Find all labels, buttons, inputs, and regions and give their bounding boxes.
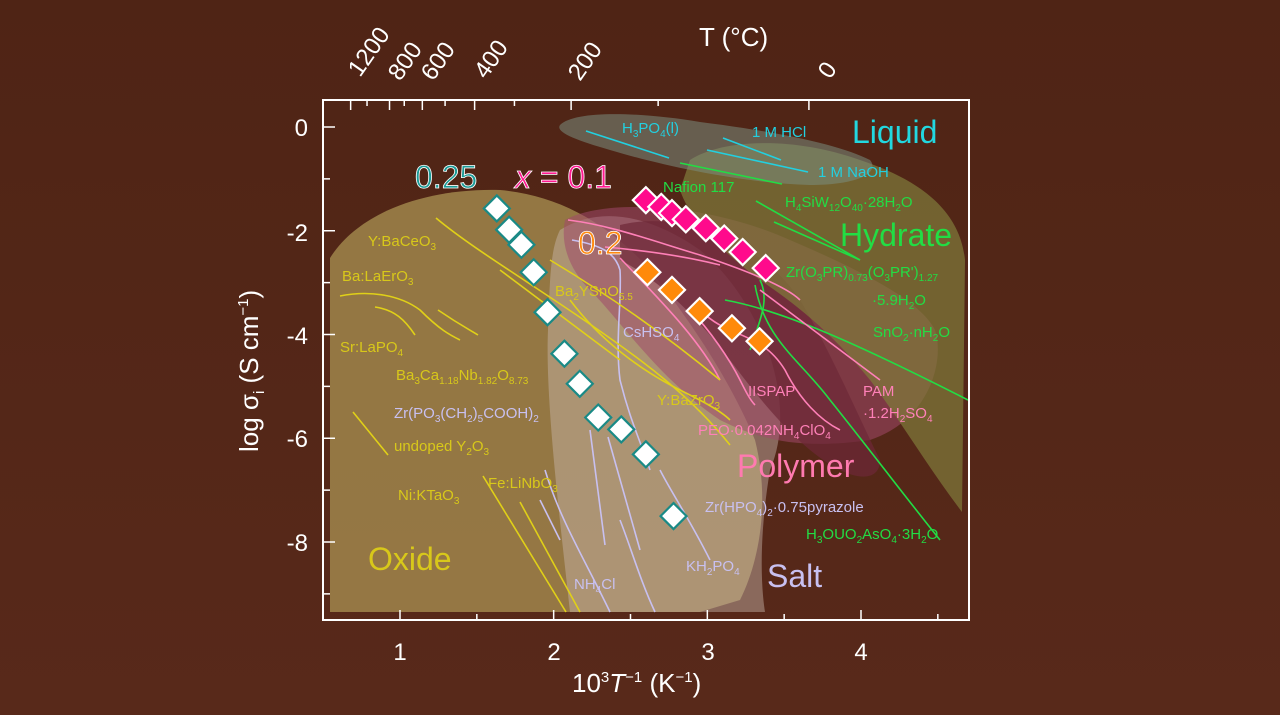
y-tick-m4: -4 [287,323,308,350]
data-point [532,297,563,327]
annotation-zr-po3: Zr(PO3(CH2)5COOH)2 [394,405,539,425]
region-label-salt: Salt [767,558,822,594]
series-label-01-x: x [513,159,532,195]
annotation-y2o3: undoped Y2O3 [394,438,490,458]
top-tick-0: 0 [813,57,843,83]
data-point [631,439,661,469]
data-point [728,237,758,267]
region-titles: Liquid Hydrate Polymer Salt Oxide [368,114,952,594]
tick-marks [323,100,939,620]
data-point [657,275,687,305]
annotation-naoh: 1 M NaOH [818,164,889,181]
region-hydrate [680,143,965,512]
top-tick-600: 600 [416,37,461,85]
y-tick-m6: -6 [287,426,308,453]
data-point [506,230,536,260]
series-x-01 [631,185,781,283]
top-tick-200: 200 [563,37,608,85]
annotation-zr-o3pr: Zr(O3PR)0.73(O3PR')1.27 [786,264,939,284]
series-x-02 [632,257,775,356]
annotation-iispap: IISPAP [748,383,795,400]
top-axis-title: T (°C) [699,22,768,52]
curves-hydrate [679,162,968,541]
curves-salt [539,239,711,613]
annotation-nh4cl: NH4Cl [574,576,615,596]
annotation-sr-lapo4: Sr:LaPO4 [340,339,404,359]
annotation-kh2po4: KH2PO4 [686,558,740,578]
series-label-02: 0.2 [578,225,622,261]
annotation-h3ouo2: H3OUO2AsO4·3H2O [806,526,938,546]
annotation-ba-laero3: Ba:LaErO3 [342,268,414,288]
data-point [751,253,781,283]
annotation-y-bazro3: Y:BaZrO3 [657,392,721,412]
annotation-sno2: SnO2·nH2O [873,324,950,344]
annotation-hcl: 1 M HCl [752,124,806,141]
annotation-pam-h2so4: ·1.2H2SO4 [863,405,933,425]
x-tick-1: 1 [393,639,406,666]
region-label-hydrate: Hydrate [840,217,952,253]
annotation-y-baceo3: Y:BaCeO3 [368,233,437,253]
annotation-h4siw: H4SiW12O40·28H2O [785,194,913,214]
series-x-025 [482,193,689,531]
data-point [717,313,747,343]
region-liquid [559,114,873,185]
data-point [745,326,775,356]
curves-oxide [339,217,731,613]
regions [330,114,965,612]
annotation-cshso4: CsHSO4 [623,324,680,344]
annotation-zr-hpo4: Zr(HPO4)2·0.75pyrazole [705,499,864,519]
data-point [606,414,636,444]
plot-frame [322,99,970,621]
axes [322,99,970,621]
y-axis-title: log σi (S cm−1) [234,290,268,452]
annotation-ba2ysno: Ba2YSnO5.5 [555,283,633,303]
annotation-ni-ktao3: Ni:KTaO3 [398,487,460,507]
data-point [632,257,662,287]
region-label-liquid: Liquid [852,114,937,150]
data-point [691,213,721,243]
data-point [565,369,595,399]
curves-liquid [585,130,809,173]
series-labels: 0.25 x = 0.1 0.2 [415,159,623,262]
data-series [482,185,781,531]
x-tick-3: 3 [701,639,714,666]
data-point [549,339,579,369]
top-tick-400: 400 [469,35,514,83]
x-tick-2: 2 [547,639,560,666]
axis-titles: T (°C) 103T−1 (K−1) log σi (S cm−1) [234,22,768,698]
y-tick-m8: -8 [287,530,308,557]
curve-annotations: H3PO4(l) 1 M HCl 1 M NaOH Nafion 117 H4S… [340,120,950,596]
annotation-nafion: Nafion 117 [663,179,734,196]
data-point [482,193,512,223]
series-label-01: x = 0.1 [513,159,612,195]
series-label-025: 0.25 [415,159,477,195]
x-tick-4: 4 [854,639,867,666]
y-tick-0: 0 [295,115,308,142]
data-point [671,204,701,234]
series-label-01-value: = 0.1 [531,159,612,195]
data-point [709,223,739,254]
data-point [685,296,715,326]
data-point [583,402,613,433]
region-label-oxide: Oxide [368,541,452,577]
data-point [519,257,549,287]
data-point [658,501,689,531]
annotation-fe-linbo3: Fe:LiNbO3 [488,475,558,495]
y-tick-m2: -2 [287,220,308,247]
x-axis-title: 103T−1 (K−1) [572,668,701,698]
annotation-pam: PAM [863,383,894,400]
region-label-polymer: Polymer [737,448,855,484]
